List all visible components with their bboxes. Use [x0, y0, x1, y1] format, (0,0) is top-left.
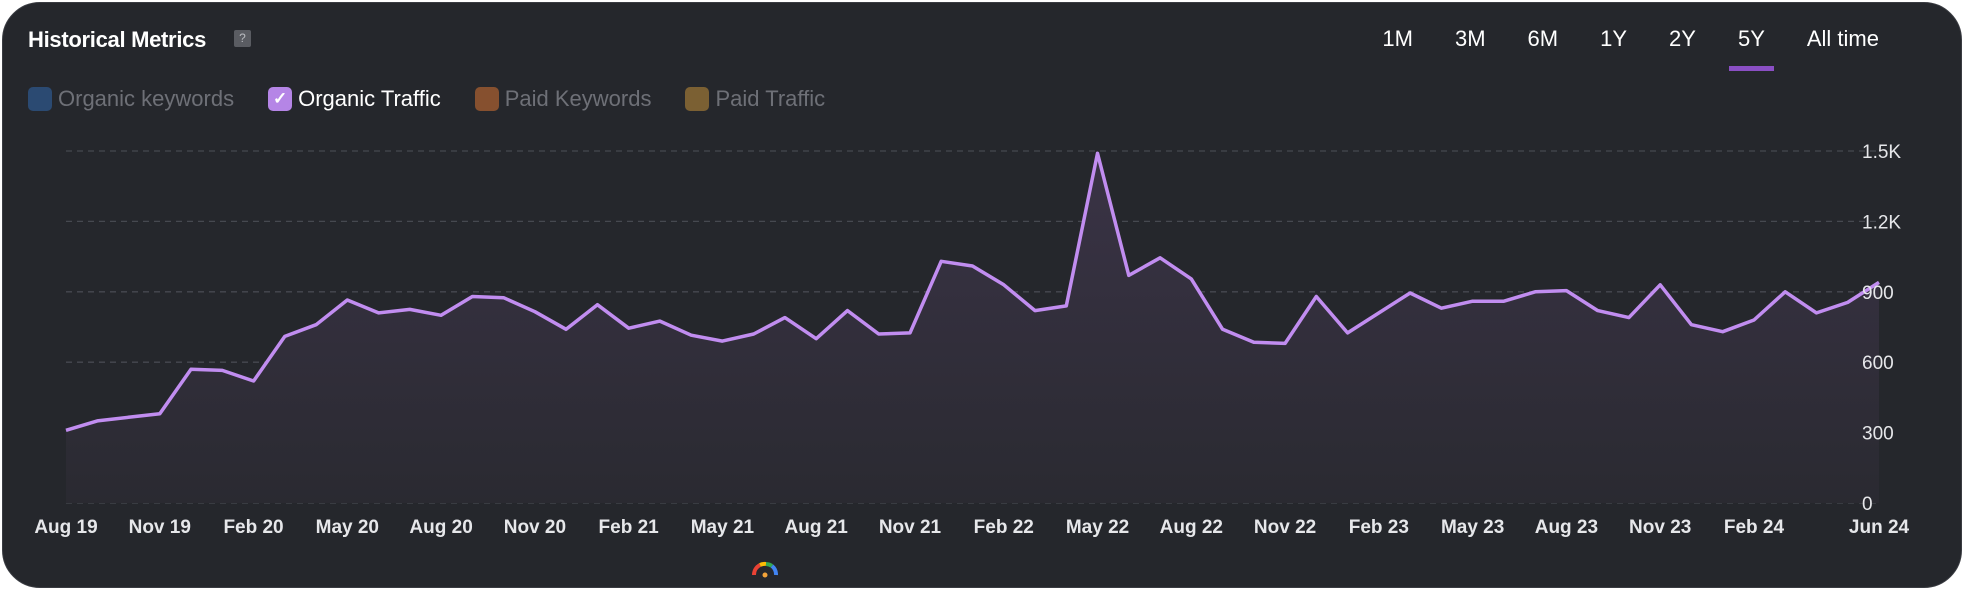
card-title: Historical Metrics: [28, 27, 207, 52]
y-tick-label: 300: [1862, 424, 1894, 445]
x-tick-label: Nov 22: [1254, 517, 1316, 538]
x-tick-label: May 21: [691, 517, 755, 538]
tab-1m[interactable]: 1M: [1382, 26, 1413, 51]
x-tick-label: Feb 21: [599, 517, 660, 538]
checkmark-icon: ✓: [268, 87, 293, 111]
tab-all-time[interactable]: All time: [1806, 26, 1879, 51]
y-tick-label: 1.2K: [1862, 212, 1901, 233]
x-tick-label: Feb 23: [1349, 517, 1409, 538]
tab-1y[interactable]: 1Y: [1600, 26, 1628, 51]
time-range-tabs: 1M 3M 6M 1Y 2Y 5Y All time: [1361, 26, 1900, 71]
y-tick-label: 900: [1862, 283, 1894, 304]
x-tick-label: Feb 22: [974, 517, 1034, 538]
help-icon[interactable]: ?: [234, 30, 251, 47]
checkbox-icon: [28, 87, 52, 111]
x-tick-label: May 20: [316, 517, 379, 538]
tab-2y[interactable]: 2Y: [1669, 26, 1696, 51]
checkbox-icon: [685, 87, 710, 111]
x-tick-label: Aug 23: [1535, 517, 1598, 538]
y-tick-label: 0: [1862, 494, 1873, 515]
y-tick-label: 1.5K: [1862, 142, 1901, 163]
legend-organic-keywords[interactable]: Organic keywords: [28, 86, 234, 112]
tab-3m[interactable]: 3M: [1454, 26, 1486, 51]
legend: Organic keywords ✓ Organic Traffic Paid K…: [28, 86, 825, 112]
x-tick-label: Feb 24: [1724, 517, 1785, 538]
x-tick-label: Nov 20: [504, 517, 566, 538]
checkbox-icon: [474, 87, 499, 111]
y-tick-label: 600: [1862, 353, 1894, 374]
x-tick-label: Feb 20: [223, 517, 283, 538]
x-tick-label: Jun 24: [1849, 517, 1910, 538]
x-tick-label: Aug 22: [1160, 517, 1223, 538]
legend-organic-traffic[interactable]: ✓ Organic Traffic: [268, 86, 441, 112]
legend-label: Organic keywords: [58, 86, 235, 111]
x-tick-label: Nov 21: [879, 517, 942, 538]
x-tick-label: Nov 23: [1629, 517, 1691, 538]
legend-label: Paid Traffic: [715, 86, 826, 111]
legend-label: Organic Traffic: [298, 86, 441, 111]
semrush-sensor-icon: [752, 561, 778, 578]
x-tick-label: Aug 21: [785, 517, 849, 538]
area-fill: [66, 153, 1879, 504]
legend-paid-keywords[interactable]: Paid Keywords: [474, 86, 652, 112]
x-tick-label: Aug 20: [409, 517, 472, 538]
x-tick-label: May 22: [1066, 517, 1129, 538]
legend-paid-traffic[interactable]: Paid Traffic: [685, 86, 825, 112]
x-tick-label: May 23: [1441, 517, 1504, 538]
x-tick-label: Nov 19: [129, 517, 191, 538]
tab-6m[interactable]: 6M: [1527, 26, 1559, 51]
tab-5y[interactable]: 5Y: [1717, 26, 1786, 71]
legend-label: Paid Keywords: [504, 86, 652, 111]
x-tick-label: Aug 19: [34, 517, 97, 538]
